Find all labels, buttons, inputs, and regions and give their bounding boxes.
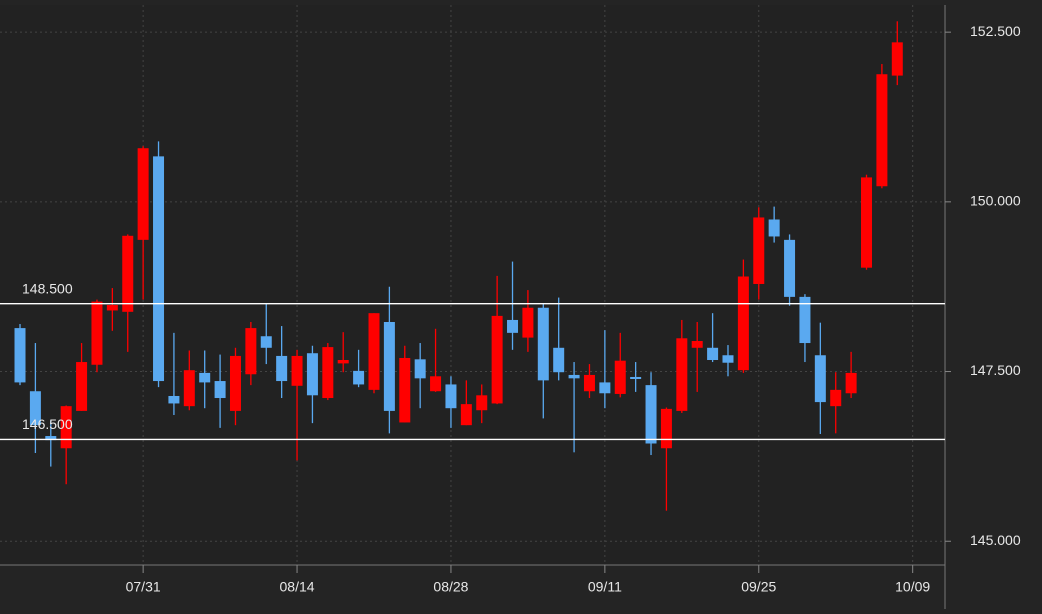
- candle-body: [153, 156, 165, 382]
- candle-body: [630, 376, 642, 380]
- candle-body: [553, 347, 565, 373]
- candle-body: [229, 355, 241, 411]
- candle-body: [306, 353, 318, 396]
- candle-body: [106, 305, 118, 311]
- x-tick-label: 08/28: [433, 579, 468, 595]
- candle-body: [76, 362, 88, 411]
- candle-body: [891, 42, 903, 76]
- candle-body: [830, 389, 842, 407]
- candle-body: [214, 381, 226, 399]
- candle-body: [722, 355, 734, 363]
- candle-body: [568, 374, 580, 379]
- y-tick-label: 150.000: [970, 193, 1021, 209]
- candle-body: [383, 321, 395, 411]
- candle-body: [337, 360, 349, 364]
- candle-body: [183, 370, 195, 407]
- candle-body: [660, 408, 672, 449]
- x-tick-label: 09/25: [741, 579, 776, 595]
- candle-body: [707, 347, 719, 361]
- x-tick-label: 08/14: [280, 579, 315, 595]
- candle-body: [14, 328, 26, 383]
- candle-body: [122, 235, 134, 312]
- candle-body: [691, 341, 703, 348]
- reference-label: 148.500: [22, 280, 73, 296]
- plot-area: [0, 5, 945, 565]
- candle-body: [276, 355, 288, 382]
- candle-body: [353, 370, 365, 385]
- candle-body: [583, 374, 595, 392]
- candle-body: [737, 276, 749, 371]
- x-tick-label: 09/11: [588, 579, 622, 595]
- candle-body: [322, 347, 334, 399]
- candle-body: [368, 313, 380, 390]
- candle-body: [768, 219, 780, 237]
- candle-body: [445, 384, 457, 409]
- candle-body: [799, 296, 811, 344]
- candle-body: [245, 328, 257, 375]
- candle-body: [614, 360, 626, 394]
- candle-body: [861, 177, 873, 268]
- candle-body: [676, 338, 688, 411]
- x-tick-label: 10/09: [895, 579, 930, 595]
- candle-body: [537, 307, 549, 381]
- candle-body: [199, 372, 211, 383]
- candle-body: [522, 307, 534, 338]
- candle-body: [507, 319, 519, 333]
- candle-body: [414, 359, 426, 379]
- candle-body: [784, 239, 796, 297]
- y-tick-label: 152.500: [970, 23, 1021, 39]
- x-tick-label: 07/31: [126, 579, 161, 595]
- candle-body: [29, 391, 41, 426]
- candle-body: [137, 148, 149, 240]
- candle-body: [845, 372, 857, 394]
- candle-body: [45, 436, 57, 441]
- candle-body: [260, 336, 272, 348]
- candle-body: [430, 376, 442, 392]
- candle-body: [876, 74, 888, 187]
- reference-label: 146.500: [22, 416, 73, 432]
- candle-body: [291, 355, 303, 386]
- candle-body: [599, 382, 611, 394]
- candle-body: [168, 395, 180, 404]
- candle-body: [60, 406, 72, 449]
- candle-body: [753, 217, 765, 284]
- candle-body: [476, 395, 488, 411]
- candle-body: [645, 385, 657, 444]
- candle-body: [91, 301, 103, 365]
- candle-body: [399, 357, 411, 423]
- y-tick-label: 145.000: [970, 532, 1021, 548]
- candle-body: [491, 315, 503, 404]
- y-tick-label: 147.500: [970, 362, 1021, 378]
- candle-body: [814, 355, 826, 403]
- candle-body: [460, 404, 472, 426]
